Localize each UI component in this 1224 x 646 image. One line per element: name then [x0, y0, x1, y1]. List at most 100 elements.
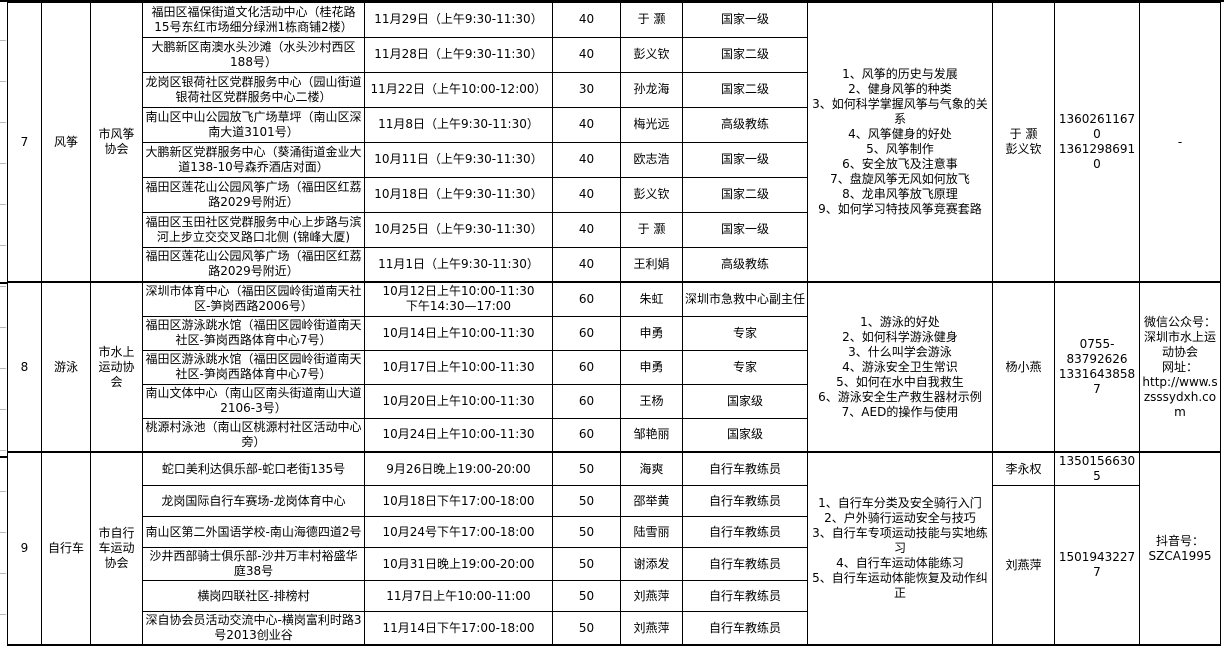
row-number-cell: 9 [7, 451, 42, 646]
instructor-cell: 王杨 [620, 383, 683, 419]
datetime-cell: 10月31日晚上19:00-20:00 [364, 547, 553, 581]
table-row: 大鹏新区党群服务中心（葵涌街道金业大道138-10号森乔酒店对面） 10月11日… [8, 141, 1221, 178]
contact-cell: 刘燕萍 [992, 485, 1055, 646]
activity-schedule-table: 7 风筝 市风筝协会 福田区福保街道文化活动中心（桂花路15号东红市场细分绿洲1… [7, 1, 1221, 646]
datetime-cell: 10月14日上午10:00-11:30 [364, 315, 553, 351]
participant-count-cell: 40 [552, 141, 621, 178]
level-cell: 国家级 [682, 383, 808, 419]
instructor-cell: 邵举黄 [620, 485, 683, 517]
phone-cell: 15019432277 [1054, 485, 1140, 646]
level-cell: 高级教练 [682, 246, 808, 283]
table-row: 桃源村泳池（南山区桃源村社区活动中心旁） 10月24日上午10:00-11:30… [8, 417, 1221, 453]
table-row: 福田区玉田社区党群服务中心上步路与滨河上步立交交叉路口北侧 (锦峰大厦) 10月… [8, 211, 1221, 248]
participant-count-cell: 40 [552, 1, 621, 38]
location-cell: 大鹏新区南澳水头沙滩（水头沙村西区188号） [142, 36, 365, 73]
datetime-cell: 11月22日（上午10:00-12:00） [364, 71, 553, 108]
instructor-cell: 申勇 [620, 315, 683, 351]
contact-cell: 杨小燕 [992, 281, 1055, 453]
location-cell: 蛇口美利达俱乐部-蛇口老街135号 [142, 451, 365, 486]
sport-cell: 自行车 [41, 451, 91, 646]
level-cell: 国家二级 [682, 71, 808, 108]
datetime-cell: 10月24日上午10:00-11:30 [364, 417, 553, 453]
remarks-cell: 抖音号： SZCA1995 [1139, 451, 1221, 646]
level-cell: 深圳市急救中心副主任 [682, 281, 808, 317]
participant-count-cell: 40 [552, 211, 621, 248]
level-cell: 自行车教练员 [682, 580, 808, 612]
location-cell: 深自协会员活动交流中心-横岗富利时路3号2013创业谷 [142, 611, 365, 646]
datetime-cell: 10月18日下午17:00-18:00 [364, 485, 553, 517]
instructor-cell: 于 灏 [620, 211, 683, 248]
datetime-cell: 11月28日（上午9:30-11:30） [364, 36, 553, 73]
table-row: 横岗四联社区-排榜村 11月7日上午10:00-11:00 50 刘燕萍 自行车… [8, 580, 1221, 612]
level-cell: 自行车教练员 [682, 451, 808, 486]
participant-count-cell: 60 [552, 315, 621, 351]
location-cell: 福田区莲花山公园风筝广场（福田区红荔路2029号附近） [142, 176, 365, 213]
location-cell: 沙井西部骑士俱乐部-沙井万丰村裕盛华庭38号 [142, 547, 365, 581]
instructor-cell: 欧志浩 [620, 141, 683, 178]
instructor-cell: 申勇 [620, 349, 683, 385]
section-swimming: 8 游泳 市水上运动协会 深圳市体育中心（福田区园岭街道南天社区-笋岗西路200… [7, 281, 1221, 453]
section-divider-extension [0, 456, 8, 458]
association-cell: 市水上运动协会 [90, 281, 143, 453]
section-kite: 7 风筝 市风筝协会 福田区福保街道文化活动中心（桂花路15号东红市场细分绿洲1… [7, 1, 1221, 283]
location-cell: 福田区游泳跳水馆（福田区园岭街道南天社区-笋岗西路体育中心7号） [142, 349, 365, 385]
participant-count-cell: 60 [552, 383, 621, 419]
table-row: 8 游泳 市水上运动协会 深圳市体育中心（福田区园岭街道南天社区-笋岗西路200… [7, 281, 1221, 453]
instructor-cell: 王利娟 [620, 246, 683, 283]
association-cell: 市自行车运动协会 [90, 451, 143, 646]
phone-cell: 13602611670 13612986910 [1054, 1, 1140, 283]
level-cell: 国家一级 [682, 211, 808, 248]
section-cycling: 9 自行车 市自行车运动协会 蛇口美利达俱乐部-蛇口老街135号 9月26日晚上… [7, 451, 1221, 646]
row-number-cell: 8 [7, 281, 42, 453]
participant-count-cell: 50 [552, 580, 621, 612]
location-cell: 南山区中山公园放飞广场草坪（南山区深南大道3101号） [142, 106, 365, 143]
instructor-cell: 朱虹 [620, 281, 683, 317]
participant-count-cell: 50 [552, 547, 621, 581]
participant-count-cell: 40 [552, 246, 621, 283]
datetime-cell: 9月26日晚上19:00-20:00 [364, 451, 553, 486]
row-number-cell: 7 [7, 1, 42, 283]
participant-count-cell: 50 [552, 516, 621, 548]
association-cell: 市风筝协会 [90, 1, 143, 283]
datetime-cell: 10月11日（上午9:30-11:30） [364, 141, 553, 178]
participant-count-cell: 30 [552, 71, 621, 108]
datetime-cell: 10月25日（上午9:30-11:30） [364, 211, 553, 248]
location-cell: 龙岗国际自行车赛场-龙岗体育中心 [142, 485, 365, 517]
phone-cell: 13501566305 [1054, 451, 1140, 486]
level-cell: 国家一级 [682, 1, 808, 38]
datetime-cell: 11月29日（上午9:30-11:30） [364, 1, 553, 38]
level-cell: 自行车教练员 [682, 611, 808, 646]
level-cell: 自行车教练员 [682, 516, 808, 548]
participant-count-cell: 60 [552, 349, 621, 385]
instructor-cell: 海爽 [620, 451, 683, 486]
table-row: 福田区莲花山公园风筝广场（福田区红荔路2029号附近） 11月1日（上午9:30… [8, 246, 1221, 283]
location-cell: 横岗四联社区-排榜村 [142, 580, 365, 612]
datetime-cell: 11月1日（上午9:30-11:30） [364, 246, 553, 283]
datetime-cell: 10月18日（上午9:30-11:30） [364, 176, 553, 213]
location-cell: 龙岗区银荷社区党群服务中心（园山街道银荷社区党群服务中心二楼） [142, 71, 365, 108]
table-row: 福田区游泳跳水馆（福田区园岭街道南天社区-笋岗西路体育中心7号） 10月14日上… [8, 315, 1221, 351]
location-cell: 福田区玉田社区党群服务中心上步路与滨河上步立交交叉路口北侧 (锦峰大厦) [142, 211, 365, 248]
location-cell: 深圳市体育中心（福田区园岭街道南天社区-笋岗西路2006号） [142, 281, 365, 317]
phone-cell: 0755-83792626 13316438587 [1054, 281, 1140, 453]
sport-cell: 游泳 [41, 281, 91, 453]
left-gridline-gutter [0, 0, 6, 645]
instructor-cell: 陆雪丽 [620, 516, 683, 548]
participant-count-cell: 50 [552, 485, 621, 517]
instructor-cell: 刘燕萍 [620, 580, 683, 612]
participant-count-cell: 50 [552, 611, 621, 646]
datetime-cell: 10月24号下午17:00-18:00 [364, 516, 553, 548]
remarks-cell: 微信公众号：深圳市水上运动协会 网址： http://www.szsssydxh… [1139, 281, 1221, 453]
location-cell: 桃源村泳池（南山区桃源村社区活动中心旁） [142, 417, 365, 453]
level-cell: 国家二级 [682, 36, 808, 73]
participant-count-cell: 50 [552, 451, 621, 486]
table-row: 南山区中山公园放飞广场草坪（南山区深南大道3101号） 11月8日（上午9:30… [8, 106, 1221, 143]
table-row: 南山文体中心（南山区南头街道南山大道2106-3号） 10月20日上午10:00… [8, 383, 1221, 419]
level-cell: 高级教练 [682, 106, 808, 143]
datetime-cell: 11月7日上午10:00-11:00 [364, 580, 553, 612]
level-cell: 国家二级 [682, 176, 808, 213]
instructor-cell: 谢添发 [620, 547, 683, 581]
sport-cell: 风筝 [41, 1, 91, 283]
participant-count-cell: 60 [552, 281, 621, 317]
